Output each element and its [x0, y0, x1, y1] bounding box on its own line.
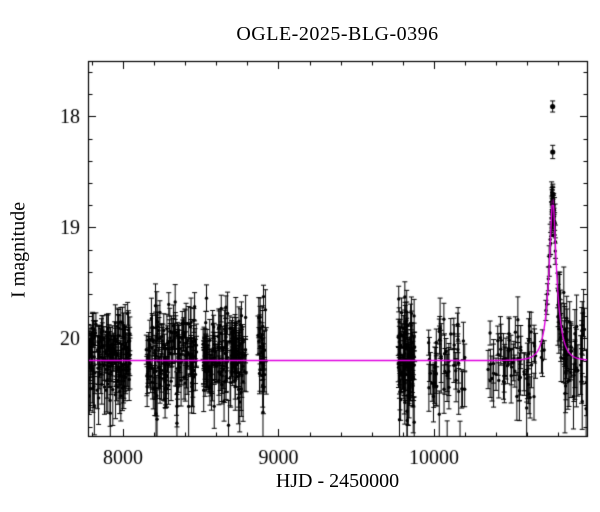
chart-title: OGLE-2025-BLG-0396 [236, 23, 439, 45]
x-axis-label: HJD - 2450000 [275, 470, 400, 492]
y-axis-label: I magnitude [7, 201, 30, 299]
